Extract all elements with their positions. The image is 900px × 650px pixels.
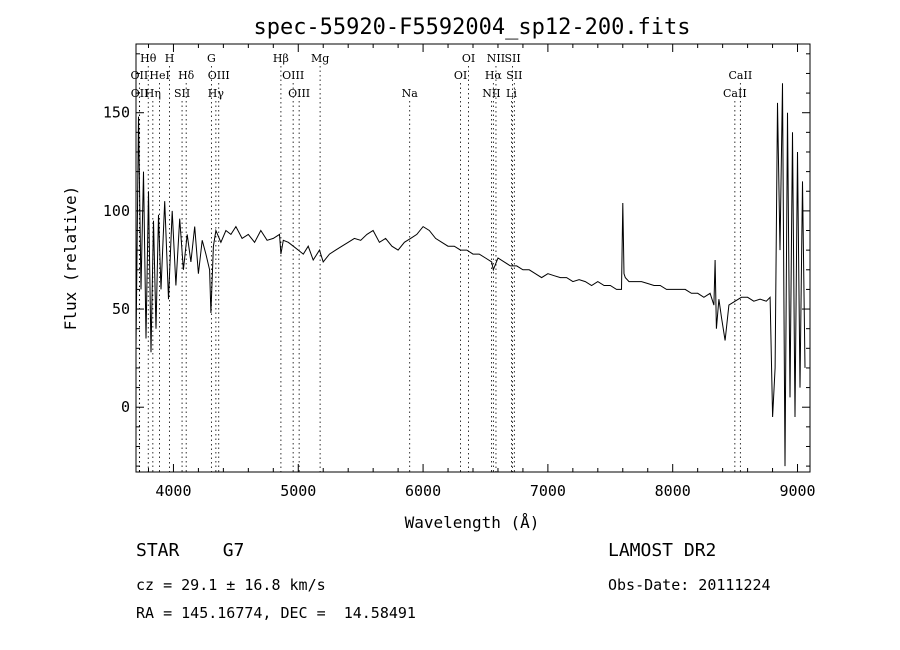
spectral-line-label: OI <box>454 69 467 82</box>
spectral-line-label: OIII <box>288 87 310 100</box>
x-tick-label: 7000 <box>530 482 566 500</box>
spectral-line-label: Hδ <box>178 69 195 82</box>
y-tick-label: 150 <box>103 104 130 122</box>
spectral-line-label: Hβ <box>273 52 289 65</box>
chart-title: spec-55920-F5592004_sp12-200.fits <box>253 15 690 40</box>
spectral-line-label: OIII <box>282 69 304 82</box>
x-tick-label: 5000 <box>280 482 316 500</box>
spectral-line-label: CaII <box>729 69 753 82</box>
y-axis-label: Flux (relative) <box>61 186 80 331</box>
y-tick-label: 100 <box>103 202 130 220</box>
spectral-line-label: Mg <box>311 52 329 65</box>
spectral-line-label: H <box>165 52 175 65</box>
spectral-line-label: SII <box>506 69 522 82</box>
x-tick-label: 6000 <box>405 482 441 500</box>
spectral-line-label: HeI <box>149 69 169 82</box>
object-type: STAR G7 <box>136 540 245 561</box>
series-group <box>136 83 806 467</box>
spectral-line-label: Hθ <box>140 52 157 65</box>
axis-ticks: 4000 5000 6000 7000 8000 9000 0 50 100 150 <box>103 44 816 500</box>
spectral-line-label: SII <box>504 52 520 65</box>
spectrum-series-line <box>136 83 806 467</box>
observation-date: Obs-Date: 20111224 <box>608 576 771 594</box>
x-tick-label: 4000 <box>155 482 191 500</box>
spectral-line-label: SII <box>174 87 190 100</box>
y-tick-label: 50 <box>112 300 130 318</box>
spectral-line-label: Hγ <box>208 87 225 100</box>
plot-frame <box>135 43 811 473</box>
redshift-velocity: cz = 29.1 ± 16.8 km/s <box>136 576 326 594</box>
sky-coordinates: RA = 145.16774, DEC = 14.58491 <box>136 604 416 622</box>
spectral-line-label: G <box>207 52 216 65</box>
x-axis-label: Wavelength (Å) <box>405 513 540 532</box>
spectral-line-label: NII <box>482 87 500 100</box>
y-tick-label: 0 <box>121 398 130 416</box>
survey-name: LAMOST DR2 <box>608 540 717 561</box>
x-tick-label: 9000 <box>779 482 815 500</box>
spectral-line-label: Li <box>506 87 517 100</box>
spectral-line-label: NII <box>487 52 505 65</box>
spectral-line-label: OIII <box>208 69 230 82</box>
spectral-line-label: CaII <box>723 87 747 100</box>
spectral-line-label: OI <box>462 52 475 65</box>
spectral-line-label: Hα <box>485 69 503 82</box>
spectral-line-label: Hη <box>145 87 161 100</box>
spectral-line-label: OII <box>131 69 149 82</box>
spectral-line-label: Na <box>402 87 419 100</box>
x-tick-label: 8000 <box>655 482 691 500</box>
